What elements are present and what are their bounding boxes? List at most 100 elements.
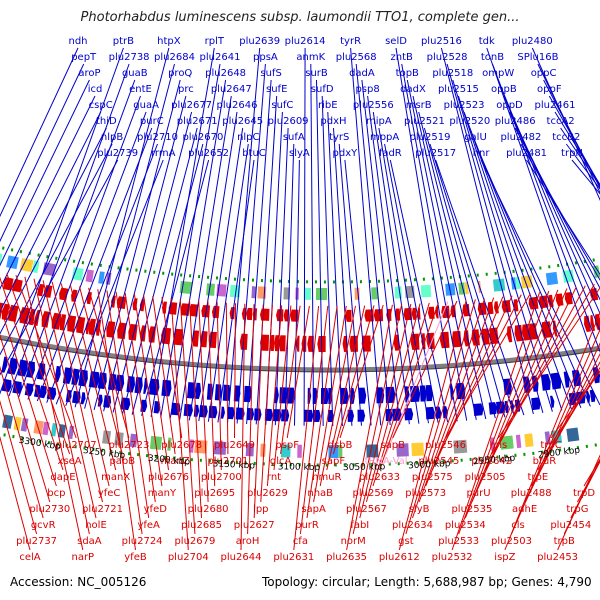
forward-gene-label-line bbox=[303, 47, 306, 426]
reverse-gene-label: pabB bbox=[109, 456, 135, 467]
reverse-gene-label-line bbox=[372, 302, 430, 487]
reverse-gene-label: rnt bbox=[267, 472, 281, 483]
reverse-gene-label: plu2724 bbox=[122, 536, 163, 547]
reverse-gene-label: sapA bbox=[301, 504, 326, 515]
reverse-gene-label: sapF bbox=[322, 456, 346, 467]
forward-gene-label: nlpB bbox=[101, 132, 123, 143]
forward-gene-label: oppF bbox=[537, 84, 562, 95]
inner-composition-block bbox=[315, 287, 328, 300]
tick-label: 3050 kbp bbox=[343, 462, 386, 473]
forward-gene-arrow bbox=[143, 377, 148, 395]
reverse-gene-label-line bbox=[115, 291, 150, 519]
forward-gene-arrow bbox=[80, 392, 86, 405]
forward-gene-label: ptrB bbox=[113, 36, 134, 47]
forward-gene-label: tyrR bbox=[340, 36, 361, 47]
reverse-gene-label-line bbox=[550, 370, 600, 439]
reverse-gene-label: hns bbox=[489, 440, 507, 451]
outer-composition-block bbox=[33, 420, 44, 435]
reverse-gene-label-line bbox=[15, 275, 77, 439]
reverse-gene-arrow bbox=[88, 318, 96, 336]
reverse-gene-label-line bbox=[266, 305, 283, 487]
reverse-gene-label-line bbox=[106, 290, 143, 535]
forward-gene-label: trpH bbox=[561, 148, 583, 159]
reverse-gene-label: purU bbox=[466, 488, 490, 499]
forward-gene-label-line bbox=[423, 127, 506, 418]
forward-gene-label-line bbox=[418, 111, 496, 419]
forward-gene-label-line bbox=[141, 159, 210, 416]
inner-composition-block bbox=[31, 260, 40, 274]
reverse-gene-arrow bbox=[111, 295, 116, 308]
outer-composition-block bbox=[338, 444, 343, 458]
inner-composition-block bbox=[371, 287, 379, 300]
forward-gene-label-line bbox=[457, 95, 563, 411]
reverse-gene-label-line bbox=[306, 305, 338, 519]
reverse-gene-label-line bbox=[0, 365, 44, 519]
reverse-gene-label-line bbox=[240, 303, 246, 551]
reverse-gene-label: glcA bbox=[270, 456, 292, 467]
reverse-gene-label-line bbox=[339, 304, 384, 439]
forward-gene-label-line bbox=[446, 63, 544, 414]
forward-gene-label: selD bbox=[385, 36, 407, 47]
forward-gene-label-line bbox=[429, 143, 515, 417]
reverse-gene-label: plu2488 bbox=[511, 488, 552, 499]
forward-gene-arrow bbox=[504, 400, 509, 414]
reverse-gene-arrow bbox=[246, 307, 253, 321]
reverse-gene-label: cls bbox=[511, 520, 525, 531]
reverse-gene-arrow bbox=[307, 335, 314, 352]
reverse-gene-label: tRNA-Val bbox=[365, 456, 408, 467]
reverse-gene-label-line bbox=[143, 295, 169, 471]
forward-gene-label: hnr bbox=[473, 148, 491, 159]
outer-composition-block bbox=[68, 425, 75, 440]
reverse-gene-label: aroH bbox=[236, 536, 260, 547]
forward-gene-label-line bbox=[0, 79, 90, 267]
forward-gene-label-line bbox=[217, 159, 255, 423]
forward-gene-label-line bbox=[344, 159, 372, 426]
reverse-gene-label: plu2676 bbox=[148, 472, 189, 483]
forward-gene-label: oppB bbox=[491, 84, 517, 95]
reverse-gene-label-line bbox=[484, 285, 586, 471]
reverse-gene-label-line bbox=[133, 294, 163, 487]
reverse-gene-label-line bbox=[299, 305, 329, 535]
outer-composition-block bbox=[396, 443, 409, 457]
inner-composition-block bbox=[85, 269, 94, 283]
forward-gene-label: prc bbox=[178, 84, 194, 95]
outer-composition-block bbox=[544, 431, 551, 445]
reverse-gene-label: plu2685 bbox=[181, 520, 222, 531]
reverse-gene-arrow bbox=[290, 309, 299, 322]
forward-gene-arrow bbox=[589, 389, 596, 403]
forward-gene-label-line bbox=[486, 47, 600, 378]
forward-gene-label-line bbox=[207, 143, 249, 422]
reverse-gene-label: manY bbox=[148, 488, 177, 499]
reverse-gene-label-line bbox=[497, 286, 600, 439]
forward-gene-arrow bbox=[473, 403, 484, 416]
forward-gene-label: plu2614 bbox=[285, 36, 326, 47]
reverse-gene-label: plu2635 bbox=[326, 552, 367, 563]
reverse-gene-label: sapB bbox=[380, 440, 405, 451]
inner-composition-block bbox=[394, 286, 402, 299]
forward-gene-arrow bbox=[243, 385, 252, 403]
forward-gene-label-line bbox=[480, 159, 600, 406]
reverse-gene-label: celA bbox=[19, 552, 40, 563]
reverse-gene-label: xseA bbox=[58, 456, 82, 467]
reverse-gene-arrow bbox=[421, 333, 426, 350]
forward-gene-label: tonB bbox=[481, 52, 504, 63]
forward-gene-arrow bbox=[358, 387, 367, 404]
forward-gene-label-line bbox=[122, 127, 198, 414]
forward-gene-label-line bbox=[27, 95, 141, 400]
forward-gene-arrow bbox=[254, 408, 262, 421]
forward-gene-label: btuC bbox=[242, 148, 266, 159]
reverse-gene-label-line bbox=[418, 297, 495, 503]
forward-gene-label-line bbox=[565, 143, 600, 190]
reverse-gene-label: trpC bbox=[540, 440, 561, 451]
forward-gene-label: ompW bbox=[482, 68, 514, 79]
reverse-gene-label-line bbox=[42, 280, 97, 519]
inner-composition-block bbox=[420, 284, 432, 298]
forward-gene-label: pdxH bbox=[320, 116, 346, 127]
forward-gene-label: rrmA bbox=[151, 148, 176, 159]
outer-composition-block bbox=[129, 433, 138, 448]
forward-gene-arrow bbox=[39, 385, 47, 399]
reverse-gene-label-line bbox=[247, 304, 255, 535]
forward-gene-label: ppsA bbox=[253, 52, 278, 63]
reverse-gene-label-line bbox=[326, 305, 366, 471]
reverse-gene-label-line bbox=[60, 283, 110, 487]
